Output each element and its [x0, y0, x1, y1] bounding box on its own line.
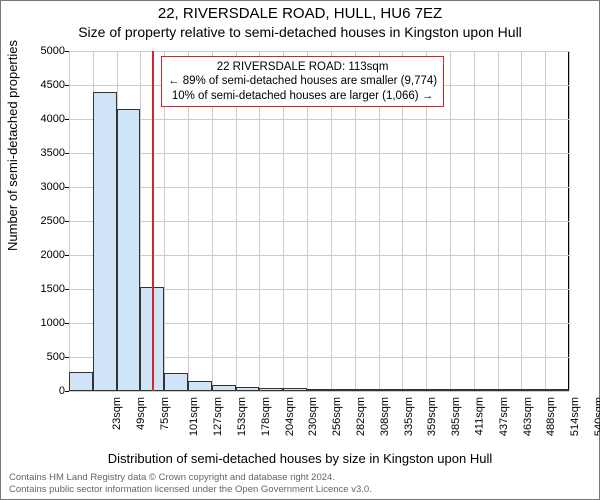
- histogram-bar: [474, 389, 498, 391]
- x-tick-label: 127sqm: [212, 397, 224, 436]
- annotation-line-2: ← 89% of semi-detached houses are smalle…: [168, 74, 437, 88]
- y-tick-label: 5000: [25, 45, 65, 57]
- histogram-plot-area: 22 RIVERSDALE ROAD: 113sqm ← 89% of semi…: [69, 51, 569, 391]
- property-size-chart-page: 22, RIVERSDALE ROAD, HULL, HU6 7EZ Size …: [0, 0, 600, 500]
- gridline-v: [545, 51, 546, 391]
- x-tick-label: 75sqm: [159, 397, 171, 430]
- x-tick-label: 256sqm: [331, 397, 343, 436]
- x-tick-label: 488sqm: [546, 397, 558, 436]
- y-tick-label: 500: [25, 351, 65, 363]
- x-tick-label: 385sqm: [450, 397, 462, 436]
- histogram-bar: [545, 389, 569, 391]
- histogram-bar: [236, 387, 260, 391]
- x-tick-label: 49sqm: [135, 397, 147, 430]
- x-tick-label: 308sqm: [379, 397, 391, 436]
- histogram-bar: [498, 389, 522, 391]
- gridline-h: [69, 51, 569, 52]
- histogram-bar: [69, 372, 93, 391]
- property-annotation-box: 22 RIVERSDALE ROAD: 113sqm ← 89% of semi…: [161, 56, 444, 107]
- x-tick-label: 230sqm: [308, 397, 320, 436]
- x-tick-label: 437sqm: [498, 397, 510, 436]
- histogram-bar: [164, 373, 188, 391]
- x-tick-label: 282sqm: [355, 397, 367, 436]
- histogram-bar: [93, 92, 117, 391]
- reference-line: [152, 51, 154, 391]
- histogram-bar: [450, 389, 474, 391]
- gridline-v: [474, 51, 475, 391]
- gridline-v: [450, 51, 451, 391]
- x-tick-row: 23sqm 49sqm 75sqm 101sqm 127sqm 153sqm 178sqm 2…: [69, 391, 569, 451]
- histogram-bar: [521, 389, 545, 391]
- x-tick-label: 178sqm: [260, 397, 272, 436]
- y-tick-label: 1500: [25, 283, 65, 295]
- gridline-h: [69, 119, 569, 120]
- gridline-h: [69, 221, 569, 222]
- copyright-notice: Contains HM Land Registry data © Crown c…: [9, 472, 372, 495]
- histogram-bar: [117, 109, 141, 391]
- gridline-h: [69, 187, 569, 188]
- y-axis-label: Number of semi-detached properties: [5, 40, 20, 251]
- histogram-bar: [402, 389, 426, 391]
- x-axis-label: Distribution of semi-detached houses by …: [1, 451, 599, 466]
- histogram-bar: [212, 385, 236, 391]
- page-title: 22, RIVERSDALE ROAD, HULL, HU6 7EZ: [1, 5, 599, 22]
- histogram-bar: [379, 389, 403, 391]
- x-tick-label: 204sqm: [284, 397, 296, 436]
- gridline-v: [569, 51, 570, 391]
- x-tick-label: 153sqm: [236, 397, 248, 436]
- histogram-bar: [283, 388, 307, 391]
- annotation-line-3: 10% of semi-detached houses are larger (…: [168, 89, 437, 103]
- histogram-bar: [307, 389, 331, 391]
- x-tick-label: 23sqm: [111, 397, 123, 430]
- x-tick-label: 411sqm: [473, 397, 485, 435]
- x-tick-label: 540sqm: [593, 397, 600, 436]
- y-tick-column: 0500100015002000250030003500400045005000: [25, 51, 69, 391]
- page-subtitle: Size of property relative to semi-detach…: [1, 24, 599, 40]
- gridline-v: [521, 51, 522, 391]
- gridline-v: [498, 51, 499, 391]
- y-tick-label: 1000: [25, 317, 65, 329]
- histogram-bar: [426, 389, 450, 391]
- x-tick-label: 101sqm: [188, 397, 200, 436]
- histogram-bar: [331, 389, 355, 391]
- copyright-line-2: Contains public sector information licen…: [9, 484, 372, 495]
- x-tick-label: 514sqm: [569, 397, 581, 436]
- gridline-h: [69, 153, 569, 154]
- y-tick-label: 2500: [25, 215, 65, 227]
- gridline-v: [69, 51, 70, 391]
- gridline-h: [69, 255, 569, 256]
- x-tick-label: 359sqm: [427, 397, 439, 436]
- y-tick-label: 3500: [25, 147, 65, 159]
- y-tick-label: 3000: [25, 181, 65, 193]
- y-tick-label: 4000: [25, 113, 65, 125]
- copyright-line-1: Contains HM Land Registry data © Crown c…: [9, 472, 372, 483]
- annotation-line-1: 22 RIVERSDALE ROAD: 113sqm: [168, 60, 437, 74]
- histogram-bar: [188, 381, 212, 391]
- histogram-bar: [355, 389, 379, 391]
- histogram-bar: [259, 388, 283, 391]
- y-tick-label: 2000: [25, 249, 65, 261]
- y-tick-label: 0: [25, 385, 65, 397]
- x-tick-label: 463sqm: [522, 397, 534, 436]
- x-tick-label: 335sqm: [403, 397, 415, 436]
- y-tick-label: 4500: [25, 79, 65, 91]
